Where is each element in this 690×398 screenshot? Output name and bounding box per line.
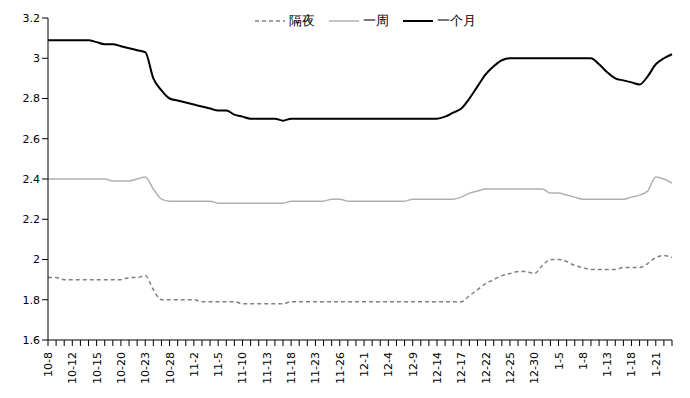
- svg-text:2.8: 2.8: [23, 92, 41, 105]
- svg-text:12-17: 12-17: [455, 352, 468, 384]
- svg-text:1.8: 1.8: [23, 294, 41, 307]
- svg-text:10-12: 10-12: [66, 352, 79, 384]
- svg-text:1-21: 1-21: [650, 352, 663, 377]
- svg-text:10-15: 10-15: [91, 352, 104, 384]
- svg-text:3: 3: [33, 52, 40, 65]
- svg-text:12-22: 12-22: [480, 352, 493, 384]
- svg-text:2.4: 2.4: [23, 173, 41, 186]
- svg-text:1-18: 1-18: [625, 352, 638, 377]
- html-text:隔夜: 隔夜: [288, 13, 315, 28]
- svg-text:12-25: 12-25: [504, 352, 517, 384]
- svg-text:1-5: 1-5: [553, 352, 566, 370]
- svg-text:12-4: 12-4: [382, 352, 395, 377]
- svg-text:11-2: 11-2: [188, 352, 201, 377]
- svg-text:11-10: 11-10: [236, 352, 249, 384]
- svg-text:12-14: 12-14: [431, 352, 444, 384]
- svg-text:12-1: 12-1: [358, 352, 371, 377]
- svg-text:3.2: 3.2: [23, 12, 41, 25]
- svg-text:2.6: 2.6: [23, 133, 41, 146]
- html-text:一个月: 一个月: [436, 13, 476, 28]
- svg-text:2: 2: [33, 253, 40, 266]
- svg-text:10-20: 10-20: [115, 352, 128, 384]
- svg-text:12-30: 12-30: [528, 352, 541, 384]
- svg-text:11-23: 11-23: [309, 352, 322, 384]
- svg-text:10-8: 10-8: [42, 352, 55, 377]
- svg-text:1.6: 1.6: [23, 334, 41, 347]
- html-text:一周: 一周: [362, 13, 389, 28]
- svg-text:10-28: 10-28: [164, 352, 177, 384]
- svg-text:1-13: 1-13: [601, 352, 614, 377]
- svg-text:2.2: 2.2: [23, 213, 41, 226]
- svg-text:12-9: 12-9: [407, 352, 420, 377]
- svg-text:11-26: 11-26: [334, 352, 347, 384]
- svg-text:1-8: 1-8: [577, 352, 590, 370]
- svg-text:11-5: 11-5: [212, 352, 225, 377]
- svg-text:11-18: 11-18: [285, 352, 298, 384]
- svg-text:10-23: 10-23: [139, 352, 152, 384]
- svg-text:11-13: 11-13: [261, 352, 274, 384]
